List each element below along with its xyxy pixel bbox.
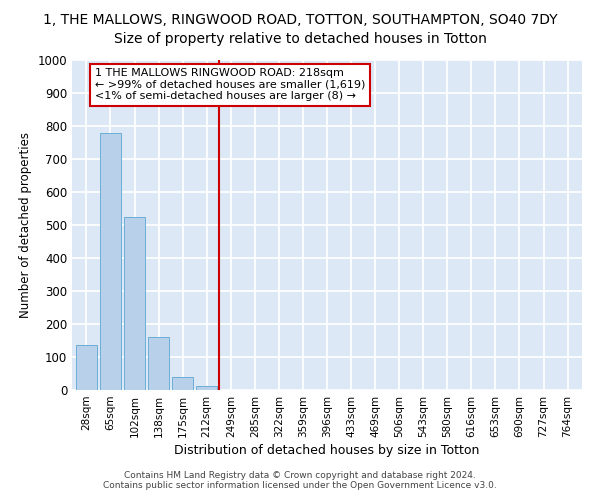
Text: 1, THE MALLOWS, RINGWOOD ROAD, TOTTON, SOUTHAMPTON, SO40 7DY: 1, THE MALLOWS, RINGWOOD ROAD, TOTTON, S… — [43, 12, 557, 26]
Bar — [172, 377, 193, 390]
Text: Contains HM Land Registry data © Crown copyright and database right 2024.
Contai: Contains HM Land Registry data © Crown c… — [103, 470, 497, 490]
Y-axis label: Number of detached properties: Number of detached properties — [19, 132, 32, 318]
Text: Size of property relative to detached houses in Totton: Size of property relative to detached ho… — [113, 32, 487, 46]
Bar — [76, 346, 97, 390]
Bar — [100, 132, 121, 390]
Text: 1 THE MALLOWS RINGWOOD ROAD: 218sqm
← >99% of detached houses are smaller (1,619: 1 THE MALLOWS RINGWOOD ROAD: 218sqm ← >9… — [95, 68, 365, 102]
Bar — [148, 337, 169, 390]
Bar — [196, 386, 217, 390]
X-axis label: Distribution of detached houses by size in Totton: Distribution of detached houses by size … — [175, 444, 479, 457]
Bar — [124, 217, 145, 390]
